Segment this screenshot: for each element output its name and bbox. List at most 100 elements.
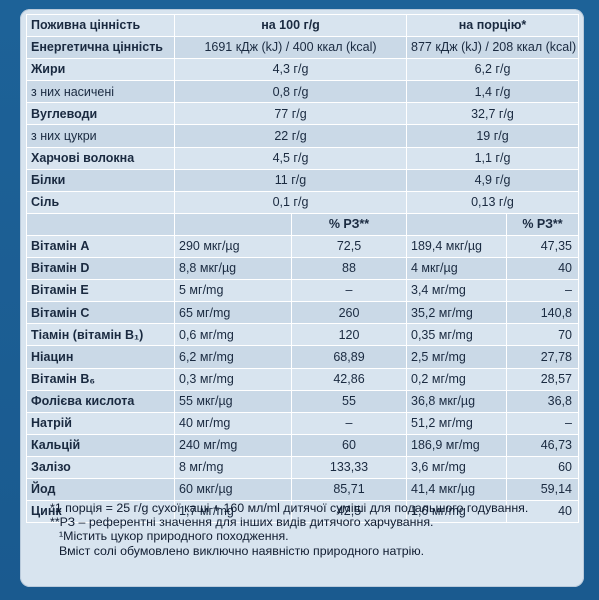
rz-per-100g: 85,71: [291, 477, 407, 502]
micro-row: Фолієва кислота 55 мкг/µg 55 36,8 мкг/µg 36,…: [26, 389, 579, 413]
footnote-rz: **РЗ – референтні значення для інших вид…: [50, 515, 434, 530]
value-per-portion: 0,2 мг/mg: [406, 367, 507, 391]
nutrient-label: Жири: [26, 58, 175, 82]
nutrient-label: Сіль: [26, 190, 175, 214]
value-per-100g: 5 мг/mg: [174, 279, 292, 303]
energy-per-portion: 877 кДж (kJ) / 208 ккал (kcal): [406, 36, 579, 60]
value-per-portion: 1,1 г/g: [406, 146, 579, 170]
energy-per-100g: 1691 кДж (kJ) / 400 ккал (kcal): [174, 36, 407, 60]
macro-row: Жири 4,3 г/g 6,2 г/g: [26, 58, 579, 82]
nutrient-label: з них насичені: [26, 80, 175, 104]
value-per-portion: 3,4 мг/mg: [406, 279, 507, 303]
footnotes: *1 порція = 25 г/g сухої каші + 160 мл/m…: [50, 501, 584, 558]
macro-row: Сіль 0,1 г/g 0,13 г/g: [26, 190, 579, 214]
value-per-portion: 2,5 мг/mg: [406, 345, 507, 369]
nutrient-label: Йод: [26, 477, 175, 502]
nutrient-label: Залізо: [26, 455, 175, 479]
rz-per-portion: 140,8: [506, 301, 579, 325]
rz-per-portion: –: [506, 279, 579, 303]
value-per-portion: 3,6 мг/mg: [406, 455, 507, 479]
micro-row: Кальцій 240 мг/mg 60 186,9 мг/mg 46,73: [26, 433, 579, 457]
empty-cell: [174, 212, 292, 236]
macro-row: Харчові волокна 4,5 г/g 1,1 г/g: [26, 146, 579, 170]
value-per-100g: 240 мг/mg: [174, 433, 292, 457]
value-per-portion: 186,9 мг/mg: [406, 433, 507, 457]
rz-per-100g: 120: [291, 323, 407, 347]
rz-per-100g: –: [291, 279, 407, 303]
nutrient-label: Вітамін Е: [26, 279, 175, 303]
micro-row: Вітамін D 8,8 мкг/µg 88 4 мкг/µg 40: [26, 257, 579, 281]
value-per-portion: 51,2 мг/mg: [406, 411, 507, 435]
empty-cell: [406, 212, 507, 236]
micro-row: Ніацин 6,2 мг/mg 68,89 2,5 мг/mg 27,78: [26, 345, 579, 369]
rz-per-portion: 40: [506, 500, 579, 524]
nutrition-panel: Поживна цінність на 100 г/g на порцію* Е…: [20, 9, 584, 587]
value-per-portion: 41,4 мкг/µg: [406, 477, 507, 502]
macro-row: з них насичені 0,8 г/g 1,4 г/g: [26, 80, 579, 104]
macro-row: Білки 11 г/g 4,9 г/g: [26, 168, 579, 192]
nutrient-label: з них цукри: [26, 124, 175, 148]
nutrient-label: Ніацин: [26, 345, 175, 369]
rz-per-portion: 36,8: [506, 389, 579, 413]
value-per-100g: 8 мг/mg: [174, 455, 292, 479]
rz-header-row: % РЗ** % РЗ**: [26, 212, 579, 236]
micro-row: Вітамін С 65 мг/mg 260 35,2 мг/mg 140,8: [26, 301, 579, 325]
rz-header-portion: % РЗ**: [506, 212, 579, 236]
macro-row: Вуглеводи 77 г/g 32,7 г/g: [26, 102, 579, 126]
nutrient-label: Вітамін С: [26, 301, 175, 325]
nutrient-label: Вітамін B₆: [26, 367, 175, 391]
rz-per-100g: 42,86: [291, 367, 407, 391]
value-per-100g: 55 мкг/µg: [174, 389, 292, 413]
rz-per-100g: 55: [291, 389, 407, 413]
macro-row: з них цукри 22 г/g 19 г/g: [26, 124, 579, 148]
value-per-100g: 22 г/g: [174, 124, 407, 148]
value-per-portion: 189,4 мкг/µg: [406, 234, 507, 259]
rz-per-portion: 60: [506, 455, 579, 479]
micro-row: Цинк 1,7 мг/mg 42,5 1,6 мг/mg 40: [26, 500, 579, 524]
header-label: Поживна цінність: [26, 13, 175, 38]
rz-per-100g: 260: [291, 301, 407, 325]
rz-per-100g: –: [291, 411, 407, 435]
rz-per-portion: 40: [506, 257, 579, 281]
micro-row: Йод 60 мкг/µg 85,71 41,4 мкг/µg 59,14: [26, 477, 579, 502]
value-per-portion: 0,13 г/g: [406, 190, 579, 214]
value-per-100g: 6,2 мг/mg: [174, 345, 292, 369]
rz-per-portion: 46,73: [506, 433, 579, 457]
value-per-100g: 8,8 мкг/µg: [174, 257, 292, 281]
energy-row: Енергетична цінність 1691 кДж (kJ) / 400…: [26, 36, 579, 60]
micro-row: Залізо 8 мг/mg 133,33 3,6 мг/mg 60: [26, 455, 579, 479]
nutrient-label: Цинк: [26, 500, 175, 524]
value-per-portion: 35,2 мг/mg: [406, 301, 507, 325]
rz-per-100g: 133,33: [291, 455, 407, 479]
footnote-salt: Вміст солі обумовлено виключно наявністю…: [59, 543, 425, 558]
rz-per-portion: –: [506, 411, 579, 435]
value-per-portion: 1,4 г/g: [406, 80, 579, 104]
micro-row: Тіамін (вітамін B₁) 0,6 мг/mg 120 0,35 мг/m…: [26, 323, 579, 347]
rz-per-portion: 27,78: [506, 345, 579, 369]
nutrition-table: Поживна цінність на 100 г/g на порцію* Е…: [26, 13, 579, 524]
header-per-100g: на 100 г/g: [174, 13, 407, 38]
rz-per-portion: 70: [506, 323, 579, 347]
value-per-portion: 19 г/g: [406, 124, 579, 148]
nutrient-label: Білки: [26, 168, 175, 192]
value-per-portion: 36,8 мкг/µg: [406, 389, 507, 413]
value-per-portion: 32,7 г/g: [406, 102, 579, 126]
nutrient-label: Фолієва кислота: [26, 389, 175, 413]
value-per-100g: 4,5 г/g: [174, 146, 407, 170]
value-per-100g: 4,3 г/g: [174, 58, 407, 82]
rz-per-100g: 72,5: [291, 234, 407, 259]
rz-per-100g: 88: [291, 257, 407, 281]
empty-cell: [26, 212, 175, 236]
value-per-100g: 60 мкг/µg: [174, 477, 292, 502]
nutrient-label: Вітамін D: [26, 257, 175, 281]
value-per-portion: 6,2 г/g: [406, 58, 579, 82]
footnote-sugar: ¹Містить цукор природного походження.: [59, 529, 289, 544]
header-per-portion: на порцію*: [406, 13, 579, 38]
value-per-portion: 4,9 г/g: [406, 168, 579, 192]
nutrient-label: Натрій: [26, 411, 175, 435]
value-per-100g: 0,8 г/g: [174, 80, 407, 104]
value-per-100g: 77 г/g: [174, 102, 407, 126]
nutrient-label: Вітамін А: [26, 234, 175, 259]
